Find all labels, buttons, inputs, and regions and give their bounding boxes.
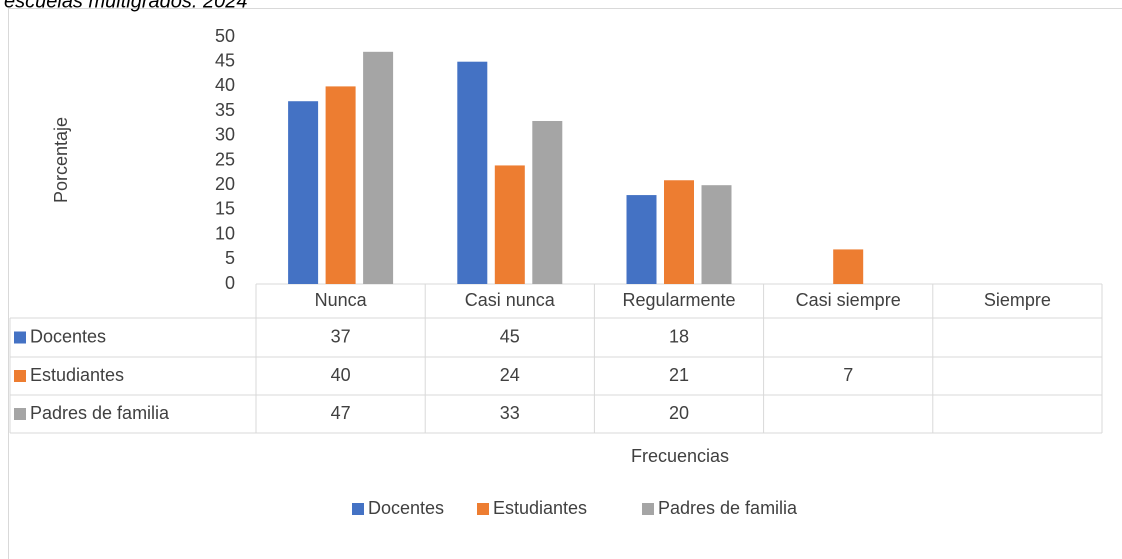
table-row-label: Estudiantes: [30, 365, 124, 385]
x-tick-label: Casi siempre: [796, 290, 901, 310]
table-value: 21: [669, 365, 689, 385]
table-row-label: Docentes: [30, 326, 106, 346]
y-tick-label: 0: [225, 273, 235, 293]
x-tick-label: Nunca: [315, 290, 368, 310]
bar: [833, 249, 864, 284]
legend-key: [14, 331, 26, 344]
table-value: 47: [331, 403, 351, 423]
y-axis-title: Porcentaje: [51, 117, 71, 203]
bar: [532, 120, 563, 284]
y-tick-label: 50: [215, 26, 235, 46]
legend-key: [477, 503, 489, 515]
bar: [457, 61, 488, 285]
legend-key: [14, 370, 26, 382]
y-tick-label: 30: [215, 125, 235, 145]
table-value: 20: [669, 403, 689, 423]
y-tick-label: 25: [215, 149, 235, 169]
table-value: 40: [331, 365, 351, 385]
y-tick-label: 10: [215, 223, 235, 243]
legend-label: Estudiantes: [493, 498, 587, 518]
bar: [288, 101, 319, 284]
bar: [363, 51, 394, 284]
table-value: 37: [331, 326, 351, 346]
chart-title: escuelas multigrados. 2024: [4, 0, 247, 12]
x-axis-title: Frecuencias: [631, 446, 729, 466]
x-tick-label: Regularmente: [622, 290, 735, 310]
y-tick-label: 35: [215, 100, 235, 120]
bar: [325, 86, 356, 285]
y-tick-label: 5: [225, 248, 235, 268]
y-tick-label: 40: [215, 75, 235, 95]
legend-key: [352, 503, 364, 515]
x-tick-label: Siempre: [984, 290, 1051, 310]
bar: [626, 195, 657, 284]
legend-label: Padres de familia: [658, 498, 798, 518]
table-value: 45: [500, 326, 520, 346]
bar: [664, 180, 694, 284]
table-value: 7: [843, 365, 853, 385]
bar: [494, 165, 525, 284]
table-value: 33: [500, 403, 520, 423]
table-row-label: Padres de familia: [30, 403, 170, 423]
y-tick-label: 20: [215, 174, 235, 194]
legend-key: [642, 503, 654, 515]
table-value: 18: [669, 326, 689, 346]
x-tick-label: Casi nunca: [465, 290, 556, 310]
bar: [701, 185, 732, 284]
table-value: 24: [500, 365, 520, 385]
y-tick-label: 15: [215, 199, 235, 219]
legend-label: Docentes: [368, 498, 444, 518]
legend-key: [14, 408, 26, 420]
y-tick-label: 45: [215, 50, 235, 70]
